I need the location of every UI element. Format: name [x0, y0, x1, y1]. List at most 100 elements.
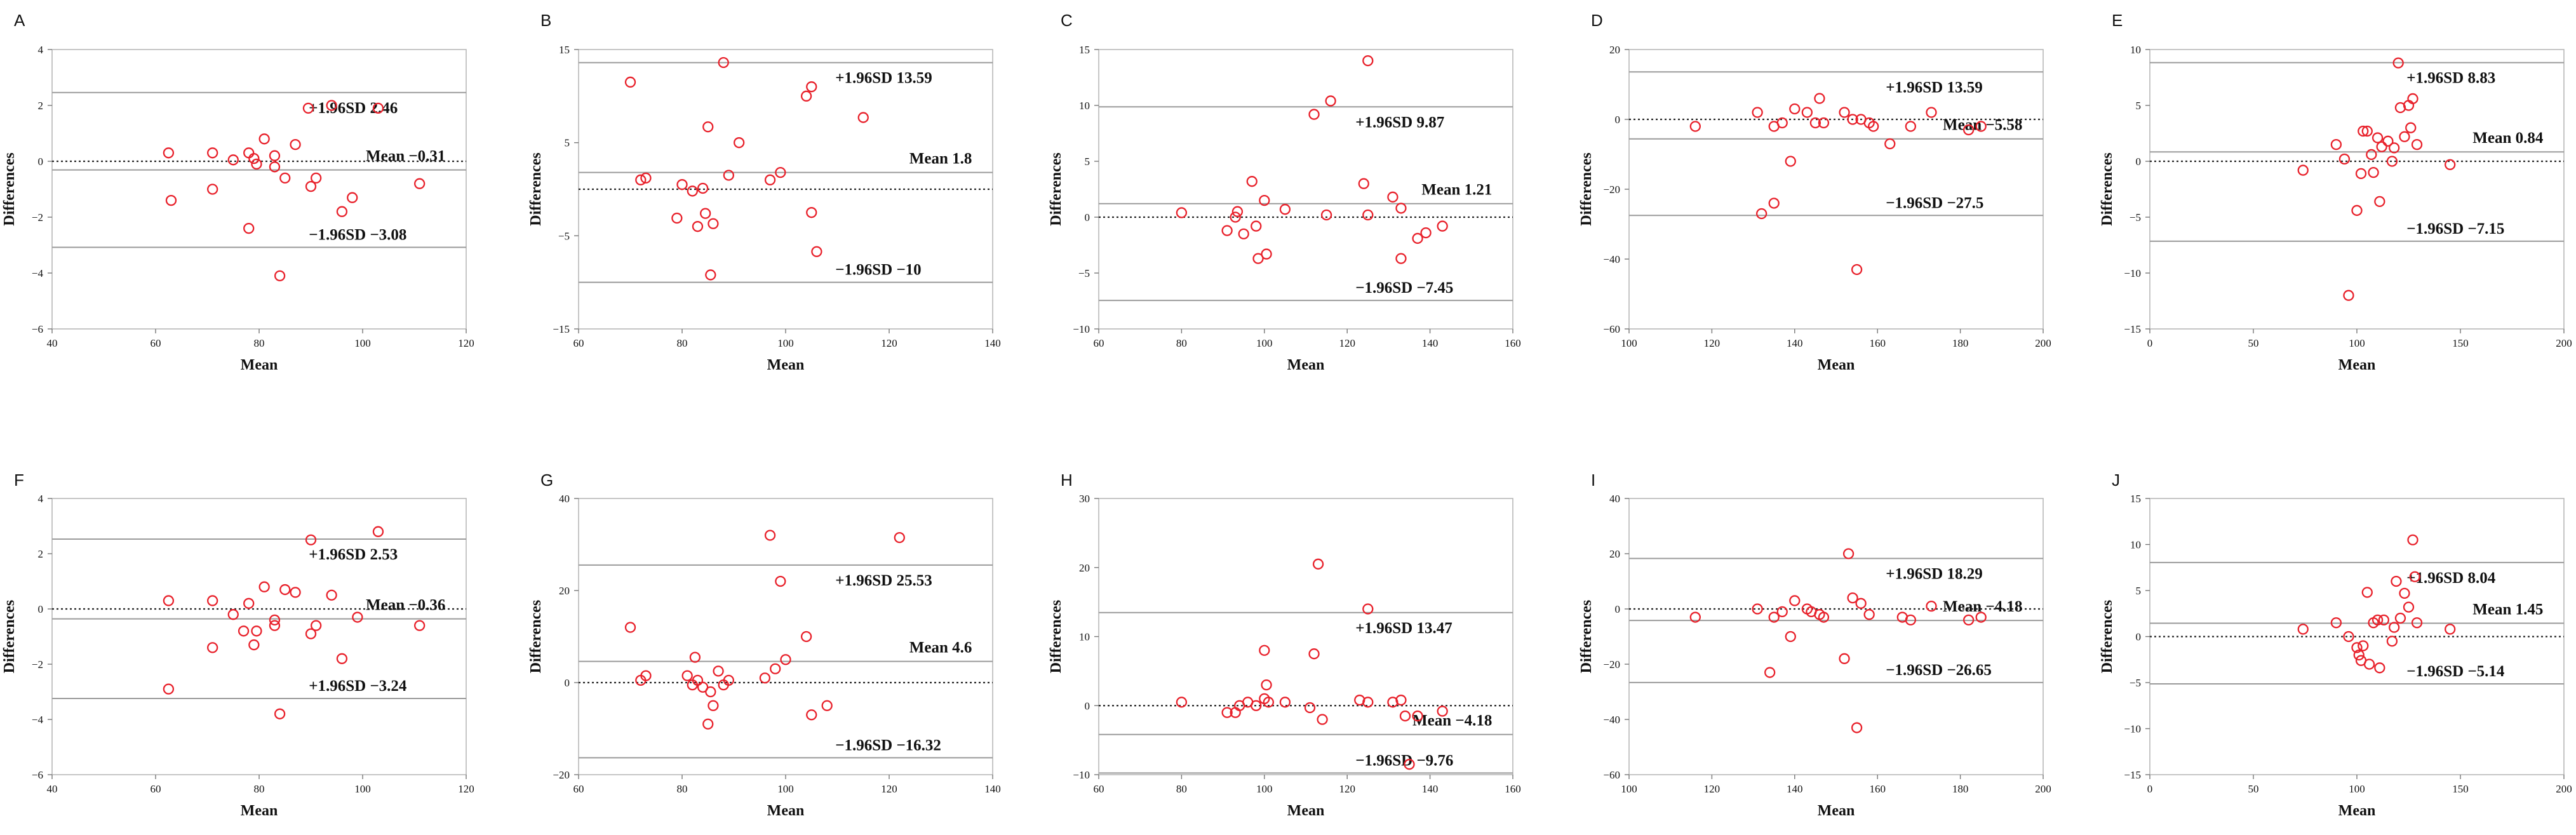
- data-point: [1962, 614, 1975, 626]
- panel-letter: I: [1591, 471, 1595, 490]
- y-axis-title: Differences: [1, 152, 18, 226]
- data-point: [1176, 697, 1188, 708]
- panel-letter: F: [14, 471, 24, 490]
- x-axis-title: Mean: [1818, 357, 1855, 373]
- y-tick-label: −60: [1603, 323, 1620, 335]
- data-point: [1395, 694, 1407, 706]
- panel-letter: B: [540, 11, 551, 30]
- data-point: [1437, 705, 1448, 717]
- upper-limit-label: +1.96SD 2.53: [309, 546, 398, 563]
- x-tick-label: 140: [1787, 783, 1803, 795]
- data-point: [1420, 227, 1432, 239]
- data-point: [269, 614, 281, 626]
- x-tick-label: 40: [47, 337, 58, 349]
- data-point: [310, 172, 322, 184]
- x-tick-label: 120: [458, 783, 474, 795]
- x-axis-title: Mean: [1287, 357, 1325, 373]
- x-tick-label: 60: [574, 337, 584, 349]
- data-point: [2361, 125, 2373, 137]
- data-point: [2411, 138, 2423, 150]
- x-tick-label: 140: [984, 337, 1001, 349]
- x-tick-label: 160: [1869, 783, 1886, 795]
- data-point: [336, 653, 348, 664]
- y-tick-label: −10: [1073, 769, 1090, 781]
- x-tick-label: 160: [1505, 783, 1521, 795]
- data-point: [1362, 603, 1374, 615]
- data-point: [2297, 164, 2309, 176]
- x-tick-label: 180: [1952, 783, 1969, 795]
- data-point: [305, 628, 317, 639]
- y-tick-label: −4: [32, 267, 44, 279]
- data-point: [251, 158, 262, 170]
- data-point: [2386, 636, 2398, 647]
- x-tick-label: 100: [354, 783, 371, 795]
- x-tick-label: 180: [1952, 337, 1969, 349]
- y-tick-label: −6: [32, 769, 43, 781]
- data-point: [1689, 611, 1701, 623]
- data-point: [269, 161, 281, 173]
- x-tick-label: 0: [2147, 783, 2153, 795]
- data-point: [310, 620, 322, 631]
- y-tick-label: −4: [32, 714, 44, 726]
- panel-letter: D: [1591, 11, 1603, 30]
- data-point: [1387, 191, 1399, 203]
- panel-g: G 60 80 100 120 140 −20 0 20 40 Mean Differences +1.…: [528, 471, 1001, 819]
- lower-limit-label: −1.96SD −26.65: [1886, 662, 1992, 679]
- x-tick-label: 100: [777, 783, 794, 795]
- data-point: [1317, 714, 1328, 725]
- data-point: [2343, 631, 2354, 643]
- x-tick-label: 140: [1422, 337, 1439, 349]
- data-point: [2382, 135, 2394, 147]
- data-point: [326, 589, 337, 601]
- upper-limit-label: +1.96SD 2.46: [309, 100, 398, 117]
- y-tick-label: 0: [565, 677, 570, 689]
- x-tick-label: 80: [254, 337, 265, 349]
- lower-limit-label: −1.96SD −3.08: [309, 227, 406, 244]
- data-point: [2407, 534, 2418, 545]
- data-point: [1962, 124, 1975, 136]
- data-point: [2409, 571, 2420, 582]
- y-tick-label: −20: [1603, 658, 1620, 671]
- y-axis-title: Differences: [1578, 600, 1595, 674]
- panel-h: H 60 80 100 120 140 160 −10 0 10 20 30 Mean Differenc…: [1048, 471, 1521, 819]
- x-tick-label: 150: [2452, 783, 2469, 795]
- upper-limit-label: +1.96SD 18.29: [1886, 565, 1982, 582]
- data-point: [238, 625, 250, 637]
- y-axis-title: Differences: [1048, 600, 1064, 674]
- data-point: [1251, 700, 1262, 711]
- upper-limit-label: +1.96SD 13.59: [835, 70, 932, 87]
- y-tick-label: 0: [2136, 156, 2142, 168]
- data-point: [697, 182, 709, 194]
- y-tick-label: 15: [559, 44, 570, 56]
- data-point: [1221, 225, 1233, 236]
- x-tick-label: 40: [47, 783, 58, 795]
- data-point: [258, 133, 270, 145]
- y-tick-label: 10: [1079, 100, 1090, 112]
- data-point: [640, 172, 652, 184]
- data-point: [1362, 209, 1374, 221]
- y-tick-label: −15: [2124, 769, 2141, 781]
- data-point: [1847, 114, 1858, 125]
- mean-label: Mean −4.18: [1412, 712, 1492, 730]
- data-point: [258, 581, 270, 592]
- data-point: [764, 530, 776, 541]
- plot-frame: [578, 498, 993, 775]
- x-tick-label: 60: [1094, 783, 1104, 795]
- data-point: [2361, 587, 2373, 598]
- data-point: [2371, 132, 2384, 144]
- data-point: [676, 179, 688, 190]
- data-point: [2358, 125, 2369, 137]
- x-tick-label: 80: [1176, 337, 1187, 349]
- upper-limit-label: +1.96SD 13.47: [1355, 620, 1452, 637]
- data-point: [775, 166, 786, 178]
- x-tick-label: 60: [574, 783, 584, 795]
- data-point: [2358, 640, 2369, 651]
- plot-frame: [2149, 49, 2565, 330]
- y-tick-label: −20: [553, 769, 570, 781]
- x-axis-title: Mean: [241, 357, 278, 373]
- data-point: [806, 207, 817, 218]
- data-point: [1818, 117, 1830, 129]
- y-tick-label: −10: [2124, 267, 2141, 279]
- y-axis-title: Differences: [528, 152, 544, 226]
